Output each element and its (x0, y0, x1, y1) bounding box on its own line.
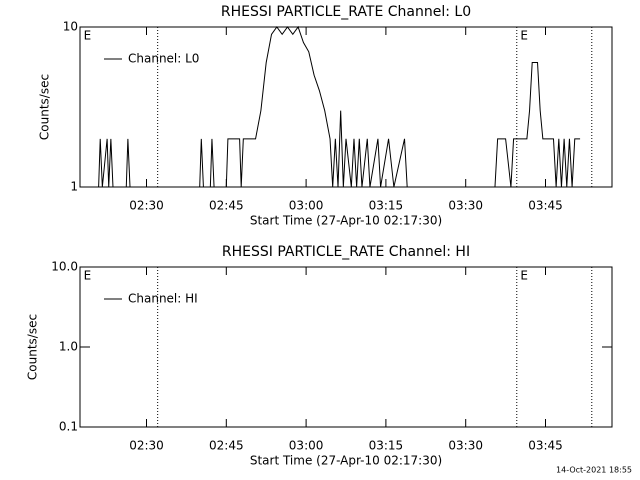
x-tick-label: 02:30 (129, 439, 164, 453)
y-tick-label: 1.0 (59, 340, 78, 354)
x-tick-label: 03:00 (289, 439, 324, 453)
data-line (90, 25, 581, 188)
x-axis-label: Start Time (27-Apr-10 02:17:30) (250, 454, 442, 468)
x-tick-label: 03:30 (448, 439, 483, 453)
x-tick-label: 03:45 (528, 199, 563, 213)
x-tick-label: 03:15 (369, 199, 404, 213)
y-tick-label: 1 (70, 180, 78, 194)
x-tick-label: 02:45 (209, 199, 244, 213)
y-tick-label: 10 (63, 20, 78, 34)
annotation: E (84, 269, 92, 283)
y-axis-label: Counts/sec (38, 74, 52, 140)
annotation: E (84, 29, 92, 43)
plot-frame (79, 26, 613, 188)
chart-title: RHESSI PARTICLE_RATE Channel: L0 (221, 4, 471, 20)
y-axis-label: Counts/sec (26, 314, 40, 380)
x-tick-label: 03:15 (369, 439, 404, 453)
y-tick-label: 0.1 (59, 420, 78, 434)
annotation: E (520, 29, 528, 43)
y-tick-label: 10.0 (51, 260, 78, 274)
legend-label: Channel: L0 (128, 52, 199, 66)
x-tick-label: 02:45 (209, 439, 244, 453)
footer: 14-Oct-2021 18:55 (556, 466, 632, 475)
x-axis-label: Start Time (27-Apr-10 02:17:30) (250, 214, 442, 228)
x-tick-label: 03:00 (289, 199, 324, 213)
x-tick-label: 03:30 (448, 199, 483, 213)
annotation: E (520, 269, 528, 283)
x-tick-label: 03:45 (528, 439, 563, 453)
x-tick-label: 02:30 (129, 199, 164, 213)
legend-label: Channel: HI (128, 292, 198, 306)
chart-title: RHESSI PARTICLE_RATE Channel: HI (222, 244, 470, 260)
